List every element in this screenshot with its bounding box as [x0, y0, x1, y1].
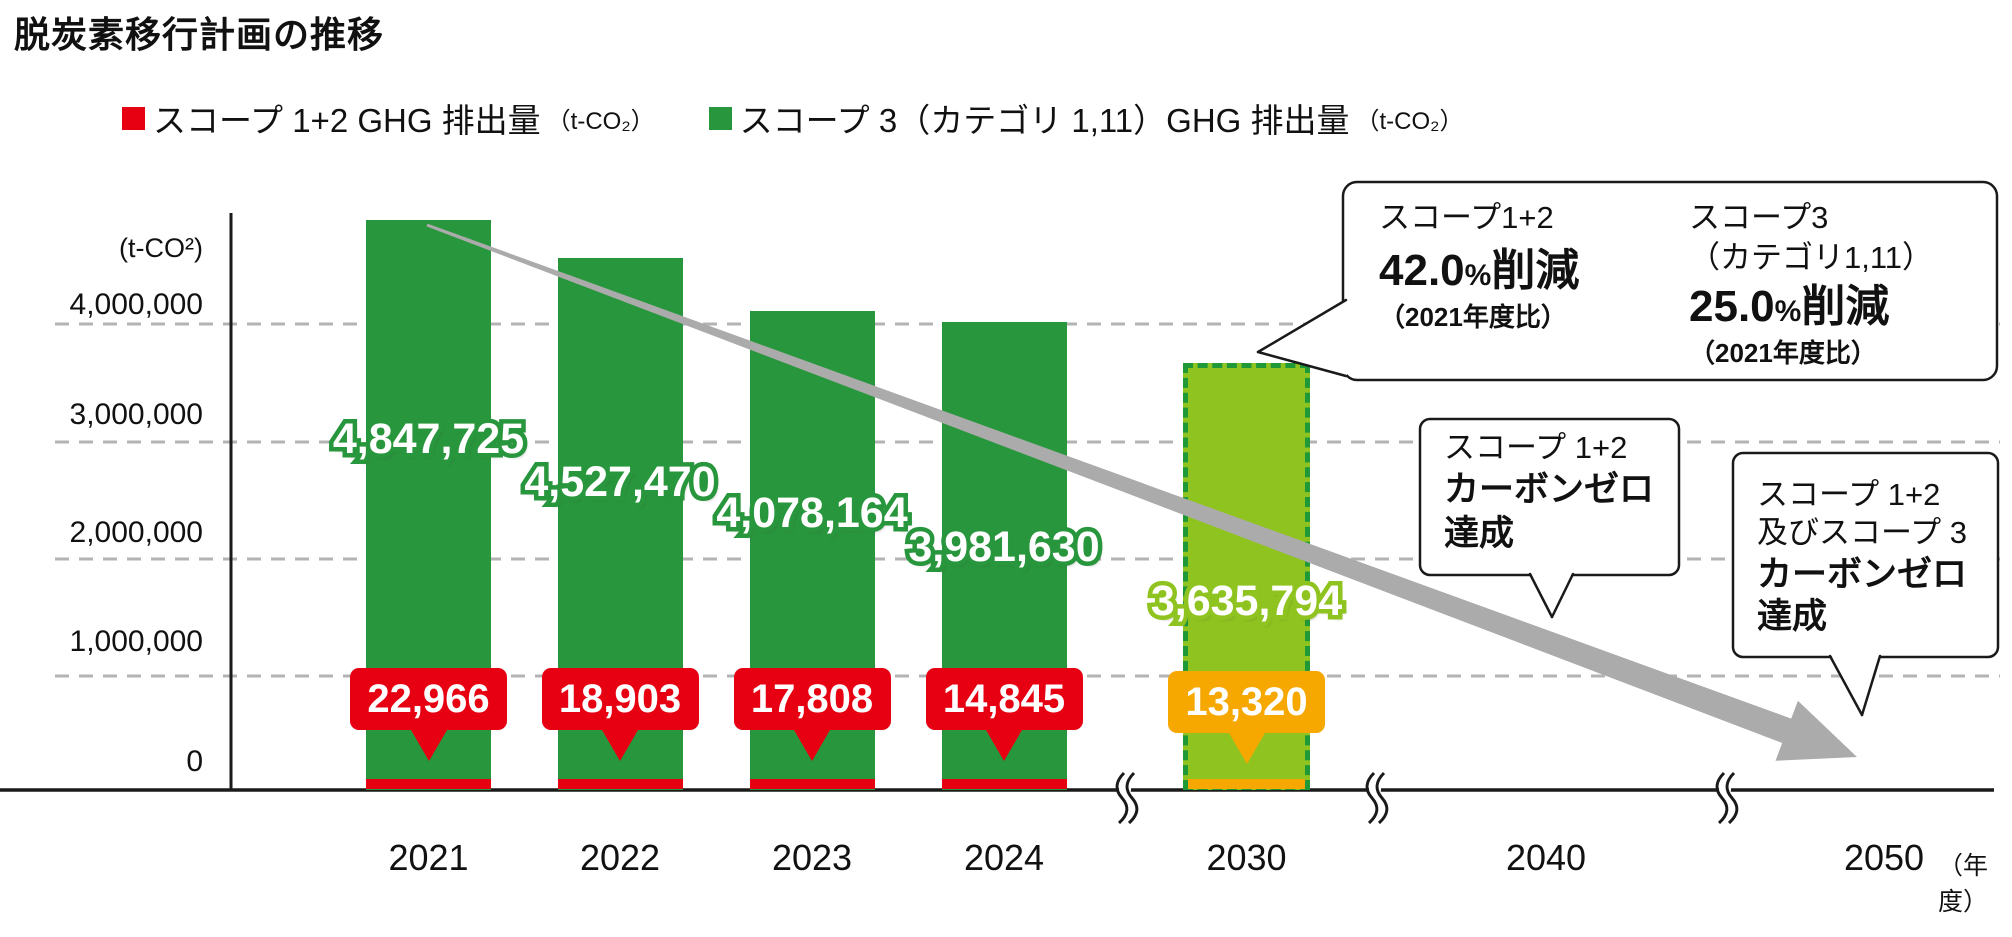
y-tick-2000000: 2,000,000 [69, 516, 203, 549]
scope3-value-label-2030: 3,635,794 3,635,794 [1146, 575, 1346, 627]
callout-scope12-title: スコープ1+2 [1379, 200, 1554, 235]
callout-scope12-reduction: 42.0%削減 [1379, 246, 1580, 295]
callout-2040-zero-text: スコープ 1+2 カーボンゼロ 達成 [1444, 428, 1654, 556]
callout-line: カーボンゼロ [1444, 470, 1655, 509]
x-tick-2050: 2050 [1843, 837, 1925, 878]
axis-break-2024-2030 [1115, 771, 1139, 825]
scope12-value-badge-2022: 18,903 [541, 668, 699, 761]
scope12-value-badge-2021: 22,966 [350, 668, 507, 761]
y-tick-3000000: 3,000,000 [69, 398, 203, 431]
legend: スコープ 1+2 GHG 排出量 （t-CO₂） スコープ 3（カテゴリ 1,1… [122, 94, 1463, 142]
callout-2030-scope3-text: スコープ3 （カテゴリ1,11） 25.0%削減 （2021年度比） [1689, 198, 1933, 369]
scope12-value-badge-2023: 17,808 [733, 668, 891, 761]
callout-scope12-basis: （2021年度比） [1379, 302, 1567, 332]
callout-line: カーボンゼロ [1757, 555, 1968, 594]
y-axis-unit: (t-CO²) [119, 233, 203, 263]
callout-scope3-basis: （2021年度比） [1689, 338, 1877, 368]
scope12-bar-2023 [749, 779, 875, 789]
x-tick-2022: 2022 [579, 837, 661, 878]
scope3-value-label-2021: 4,847,725 4,847,725 [328, 413, 528, 465]
callout-scope3-category: （カテゴリ1,11） [1689, 240, 1934, 275]
scope12-swatch-icon [122, 106, 145, 130]
legend-label: スコープ 3（カテゴリ 1,11）GHG 排出量 [739, 102, 1350, 139]
x-tick-2030: 2030 [1206, 837, 1287, 878]
legend-item-scope12: スコープ 1+2 GHG 排出量 （t-CO₂） [122, 94, 655, 142]
scope3-value-label-2022: 4,527,470 4,527,470 [520, 456, 720, 508]
callout-line: スコープ 1+2 [1757, 477, 1941, 512]
legend-unit: （t-CO₂） [546, 107, 655, 135]
scope12-bar-2030 [1188, 779, 1305, 789]
axis-break-2030-2040 [1365, 771, 1389, 825]
x-tick-2021: 2021 [388, 837, 469, 878]
callout-scope3-title: スコープ3 [1689, 200, 1829, 235]
x-axis-unit: （年度） [1938, 852, 1989, 916]
callout-line: 達成 [1444, 514, 1515, 553]
scope12-bar-2021 [366, 779, 491, 789]
x-tick-2040: 2040 [1505, 837, 1587, 878]
page-title: 脱炭素移行計画の推移 [14, 14, 385, 55]
callout-line: 及びスコープ 3 [1757, 515, 1967, 550]
scope3-swatch-icon [708, 106, 732, 130]
x-tick-2024: 2024 [963, 837, 1045, 878]
legend-label: スコープ 1+2 GHG 排出量 [153, 102, 541, 139]
axis-break-2040-2050 [1715, 771, 1739, 825]
x-tick-2023: 2023 [771, 837, 853, 878]
y-tick-0: 0 [186, 745, 203, 778]
scope3-value-label-2023: 4,078,164 4,078,164 [712, 487, 912, 539]
scope12-value-badge-2024: 14,845 [925, 668, 1083, 761]
callout-2050-zero-text: スコープ 1+2 及びスコープ 3 カーボンゼロ 達成 [1757, 476, 1967, 638]
scope12-value-badge-2030: 13,320 [1168, 671, 1325, 764]
scope3-value-label-2024: 3,981,630 3,981,630 [904, 521, 1104, 573]
callout-2030-scope12-text: スコープ1+2 42.0%削減 （2021年度比） [1379, 198, 1579, 333]
callout-line: スコープ 1+2 [1444, 430, 1628, 465]
y-tick-4000000: 4,000,000 [69, 288, 203, 321]
y-tick-1000000: 1,000,000 [69, 625, 203, 658]
legend-unit: （t-CO₂） [1355, 107, 1464, 135]
scope12-bar-2024 [941, 779, 1067, 789]
callout-scope3-reduction: 25.0%削減 [1689, 282, 1890, 331]
legend-item-scope3: スコープ 3（カテゴリ 1,11）GHG 排出量 （t-CO₂） [708, 94, 1464, 142]
callout-line: 達成 [1757, 597, 1828, 636]
scope12-bar-2022 [557, 779, 683, 789]
